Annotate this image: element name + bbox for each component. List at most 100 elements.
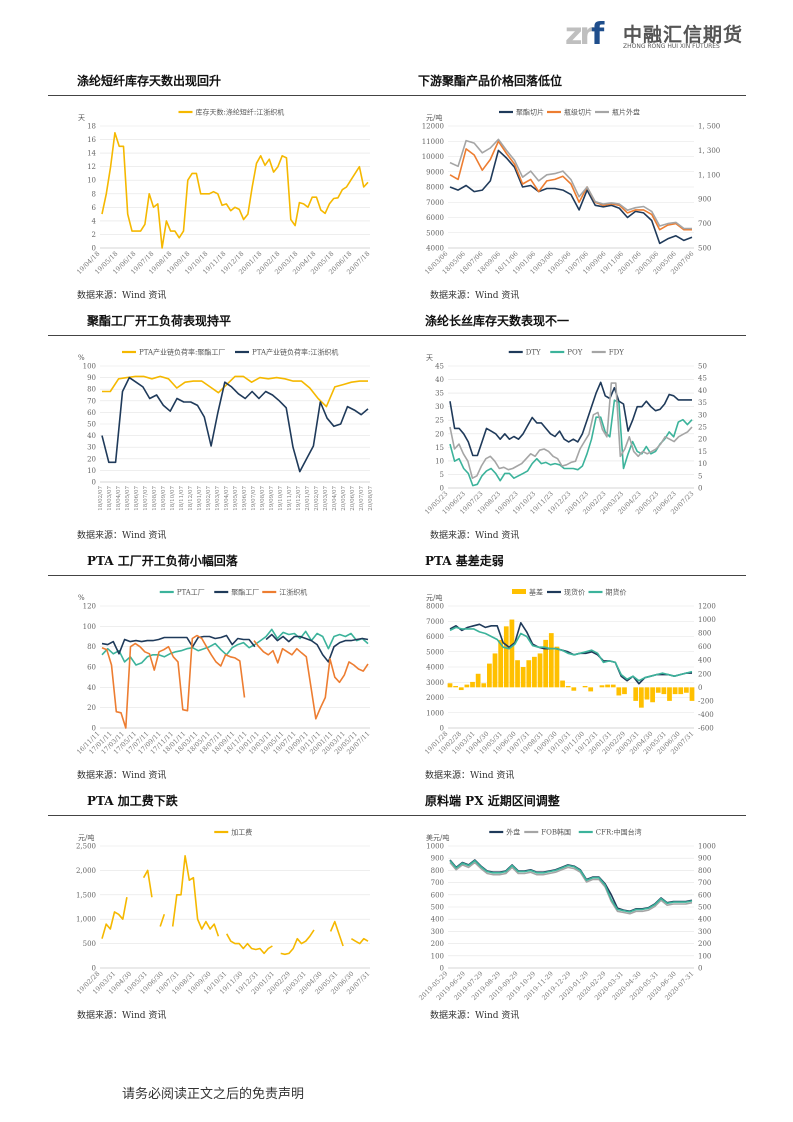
legend-label: CFR:中国台湾 — [596, 828, 642, 837]
y2-tick-label: 700 — [698, 220, 711, 228]
bar-mark — [633, 687, 639, 701]
legend-label: FOB韩国 — [541, 828, 571, 837]
x-tick-label: 20/06/07 — [350, 486, 356, 511]
y-tick-label: 600 — [431, 891, 444, 899]
bar-mark — [515, 660, 520, 688]
bar-mark — [667, 687, 672, 701]
y-tick-label: 60 — [87, 664, 96, 672]
bar-mark — [548, 633, 554, 688]
y2-tick-label: 35 — [698, 399, 707, 407]
chart-polyester-prices: 4000 5000 6000 7000 8000 9000 10000 11000 12000 5… — [410, 98, 730, 290]
y2-tick-label: 1, 100 — [698, 171, 720, 179]
y-tick-label: 0 — [92, 245, 96, 253]
y-tick-label: 6000 — [426, 633, 444, 641]
y2-tick-label: 300 — [698, 928, 711, 936]
bar-mark — [498, 639, 504, 688]
bar-mark — [481, 683, 487, 688]
y-tick-label: 1,000 — [76, 916, 96, 924]
y-tick-label: 10000 — [422, 153, 444, 161]
y-tick-label: 12 — [87, 163, 96, 171]
data-source: 数据来源：Wind 资讯 — [77, 531, 167, 541]
x-tick-label: 19/01/07 — [197, 486, 203, 511]
y-tick-label: 50 — [87, 421, 96, 429]
disclaimer-footer: 请务必阅读正文之后的免责声明 — [122, 1087, 305, 1102]
y-tick-label: 1000 — [426, 843, 444, 851]
section-title: PTA 工厂开工负荷小幅回落 — [87, 554, 238, 568]
y2-tick-label: 0 — [698, 485, 702, 493]
y-tick-label: 3000 — [426, 679, 444, 687]
x-tick-label: 20/02/07 — [314, 486, 320, 511]
series-line-DTY — [449, 381, 692, 457]
series-line-期货价 — [449, 626, 693, 682]
divider — [48, 815, 746, 816]
section-title: 涤纶短纤库存天数出现回升 — [77, 74, 222, 88]
bar-mark — [672, 687, 678, 695]
divider — [48, 95, 746, 96]
y-tick-label: 12000 — [422, 123, 444, 131]
y-tick-label: 1000 — [426, 709, 444, 717]
y2-tick-label: 15 — [698, 448, 707, 456]
y-axis-unit: % — [78, 354, 85, 362]
y2-tick-label: 1200 — [698, 603, 716, 611]
y-tick-label: 200 — [431, 940, 444, 948]
y2-tick-label: 400 — [698, 657, 711, 665]
y2-tick-label: 50 — [698, 363, 707, 371]
data-source: 数据来源：Wind 资讯 — [425, 771, 515, 781]
y-tick-label: 40 — [87, 432, 96, 440]
chart-pta-processing-fee: 0 500 1,000 1,500 2,000 2,500 元/吨 19/02/28 19/03… — [62, 818, 382, 1010]
x-tick-label: 20/07/07 — [359, 486, 365, 511]
y-tick-label: 800 — [431, 867, 444, 875]
y-tick-label: 70 — [87, 397, 96, 405]
logo-english-name: ZHONG RONG HUI XIN FUTURES — [623, 43, 720, 50]
x-tick-label: 20/03/07 — [323, 486, 329, 511]
y-tick-label: 9000 — [426, 168, 444, 176]
x-tick-label: 18/08/07 — [152, 486, 158, 511]
legend-label: 期货价 — [606, 588, 627, 597]
data-source: 数据来源：Wind 资讯 — [430, 531, 520, 541]
x-tick-label: 19/09/07 — [269, 486, 275, 511]
y-tick-label: 80 — [87, 386, 96, 394]
y2-tick-label: 1, 500 — [698, 123, 720, 131]
y2-tick-label: 500 — [698, 904, 711, 912]
legend-label: 外盘 — [506, 828, 520, 837]
y-axis-unit: % — [78, 594, 85, 602]
y2-tick-label: 600 — [698, 643, 711, 651]
section-title: 涤纶长丝库存天数表现不一 — [425, 314, 570, 328]
y-tick-label: 0 — [440, 965, 444, 973]
series-line-POY — [449, 399, 693, 487]
y2-tick-label: 25 — [698, 424, 707, 432]
x-tick-label: 19/04/07 — [224, 486, 230, 511]
y-tick-label: 8 — [92, 190, 96, 198]
legend-label: 加工费 — [231, 828, 252, 837]
legend-swatch — [512, 589, 526, 594]
y-tick-label: 20 — [87, 704, 96, 712]
section-title: 聚酯工厂开工负荷表现持平 — [87, 314, 232, 328]
y2-tick-label: 5 — [698, 472, 702, 480]
logo-chinese-name: 中融汇信期货 — [623, 24, 744, 46]
y2-tick-label: 900 — [698, 855, 711, 863]
y-tick-label: 0 — [92, 479, 96, 487]
x-tick-label: 18/07/07 — [143, 486, 149, 511]
y2-tick-label: 10 — [698, 460, 707, 468]
y-tick-label: 90 — [87, 374, 96, 382]
section-title: PTA 加工费下跌 — [87, 794, 178, 808]
y2-tick-label: 500 — [698, 245, 711, 253]
y2-tick-label: 1000 — [698, 843, 716, 851]
legend-label: 现货价 — [564, 588, 585, 597]
bar-mark — [554, 646, 560, 688]
legend-label: PTA工厂 — [177, 589, 205, 597]
bar-mark — [470, 681, 475, 688]
y-tick-label: 0 — [92, 725, 96, 733]
chart-polyester-load: 0 10 20 30 40 50 60 70 80 90 100% 18/02/07 18/03/07 1… — [62, 338, 382, 530]
y-tick-label: 35 — [435, 390, 444, 398]
bar-mark — [532, 656, 537, 688]
bar-mark — [509, 619, 515, 688]
y-tick-label: 40 — [435, 376, 444, 384]
y2-tick-label: -400 — [698, 711, 714, 719]
bar-mark — [622, 687, 627, 695]
x-tick-label: 19/08/07 — [260, 486, 266, 511]
y-tick-label: 4000 — [426, 245, 444, 253]
y-axis-unit: 天 — [78, 114, 85, 122]
bar-mark — [661, 687, 667, 695]
